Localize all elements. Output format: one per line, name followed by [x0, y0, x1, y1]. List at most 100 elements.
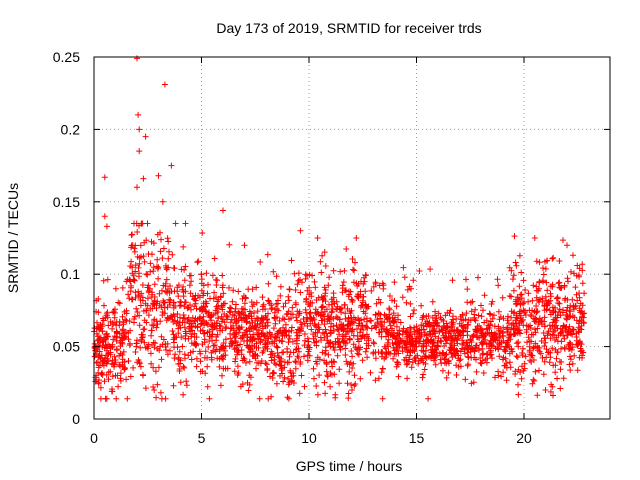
data-point [541, 323, 548, 330]
data-point [246, 325, 253, 332]
data-point [487, 340, 494, 347]
data-point [115, 383, 122, 390]
data-point [375, 329, 382, 336]
data-point [197, 358, 204, 365]
data-point [390, 355, 397, 362]
data-point [526, 307, 533, 314]
data-point [271, 356, 278, 363]
data-point [177, 302, 184, 309]
data-point [327, 314, 334, 321]
data-point [556, 300, 563, 307]
data-point [158, 304, 165, 310]
data-point [297, 289, 304, 296]
data-point [170, 331, 177, 338]
data-point [221, 311, 228, 317]
data-point [209, 272, 216, 279]
data-point [422, 347, 429, 354]
data-point [443, 351, 450, 358]
data-point [285, 297, 292, 304]
data-point [360, 293, 367, 300]
data-point [498, 343, 504, 350]
data-point [138, 336, 145, 343]
data-point [543, 354, 550, 361]
data-point [416, 330, 423, 337]
data-series [91, 55, 588, 402]
data-point [561, 335, 568, 342]
data-point [208, 349, 215, 356]
data-point [92, 378, 99, 385]
data-point [343, 358, 350, 365]
data-point [161, 304, 168, 311]
data-point [328, 296, 335, 303]
data-point [488, 329, 495, 336]
data-point [107, 351, 114, 358]
data-point [543, 257, 550, 264]
data-point [249, 303, 256, 310]
data-point [241, 338, 247, 345]
data-point [219, 304, 226, 311]
data-point [353, 346, 360, 353]
data-point [103, 360, 110, 367]
data-point [253, 284, 260, 291]
data-point [479, 351, 486, 358]
data-point [423, 323, 430, 330]
data-point [162, 288, 169, 295]
y-tick-label: 0.05 [53, 339, 80, 355]
data-point [155, 364, 162, 371]
data-point [349, 353, 356, 360]
data-point [112, 285, 119, 292]
data-point [386, 305, 393, 312]
data-point [357, 375, 364, 382]
data-point [516, 283, 523, 290]
data-point [151, 387, 158, 393]
data-point [191, 334, 198, 340]
data-point [143, 307, 150, 314]
data-point [505, 320, 512, 327]
data-point [314, 329, 321, 336]
data-point [194, 259, 201, 266]
data-point [457, 313, 464, 320]
data-point [268, 357, 275, 364]
data-point [506, 359, 513, 366]
data-point [575, 324, 582, 331]
data-point [422, 353, 429, 360]
data-point [443, 374, 450, 381]
data-point [350, 266, 356, 273]
data-point [434, 352, 440, 359]
data-point [95, 380, 102, 387]
data-point [200, 282, 207, 289]
data-point [514, 354, 521, 361]
data-point [142, 385, 149, 392]
data-point [150, 264, 157, 271]
data-point [224, 314, 231, 320]
data-point [510, 287, 517, 294]
data-point [410, 277, 417, 284]
data-point [403, 299, 410, 306]
data-point [468, 308, 475, 315]
data-point [344, 328, 351, 335]
data-point [234, 363, 241, 370]
data-point [185, 335, 192, 342]
data-point [137, 344, 144, 351]
data-point [120, 327, 127, 334]
data-point [152, 368, 159, 375]
data-point [500, 369, 507, 376]
data-point [126, 295, 133, 302]
data-point [455, 363, 462, 370]
data-point [479, 333, 486, 340]
data-point [137, 242, 144, 249]
data-point [132, 289, 139, 296]
data-point [461, 350, 468, 357]
data-point [571, 352, 578, 359]
data-point [296, 390, 303, 397]
data-point [305, 338, 311, 345]
data-point [486, 325, 493, 331]
data-point [235, 309, 242, 316]
data-point [301, 331, 308, 337]
data-point [441, 355, 448, 362]
data-point [199, 230, 206, 236]
data-point [226, 241, 233, 248]
data-point [319, 252, 326, 259]
data-point [346, 308, 353, 315]
data-point [314, 391, 321, 398]
